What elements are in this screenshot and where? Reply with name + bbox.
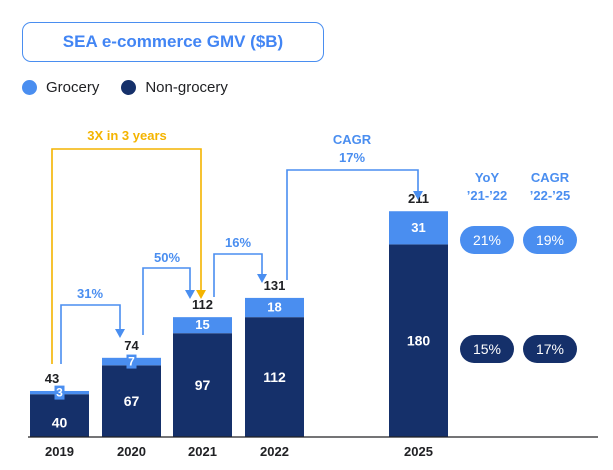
bar-grocery-2022 — [245, 297, 304, 318]
bar-nongrocery-2022 — [245, 317, 304, 437]
x-tick-labels: 2019 2020 2021 2022 2025 — [45, 444, 433, 459]
annotation-31pct: 31% — [77, 286, 103, 301]
arrowhead-2021-2022 — [257, 274, 267, 283]
side-header-yoy-range: ’21-’22 — [467, 188, 507, 203]
side-header-yoy: YoY — [475, 170, 500, 185]
side-header-cagr-range: ’22-’25 — [530, 188, 570, 203]
pill-grocery-cagr-label: 19% — [536, 232, 564, 248]
label-bg-grocery-2020 — [126, 354, 137, 369]
label-total-2020: 74 — [124, 338, 139, 353]
chart-title: SEA e-commerce GMV ($B) — [22, 22, 324, 62]
arrowhead-cagr — [413, 191, 423, 200]
bar-grocery-2021 — [173, 317, 232, 334]
legend: Grocery Non-grocery — [22, 79, 250, 96]
label-grocery-2020: 7 — [128, 355, 135, 369]
label-grocery-2025: 31 — [411, 220, 425, 235]
side-header-cagr: CAGR — [531, 170, 570, 185]
arrow-2020-2021 — [142, 267, 191, 335]
arrow-3x — [51, 148, 202, 364]
label-total-2019: 43 — [45, 371, 59, 386]
pill-nongrocery-yoy — [460, 335, 514, 363]
x-tick-2022: 2022 — [260, 444, 289, 459]
legend-item-non-grocery: Non-grocery — [121, 79, 228, 96]
pill-grocery-yoy-label: 21% — [473, 232, 501, 248]
arrow-cagr — [286, 169, 419, 280]
label-grocery-2019: 3 — [56, 386, 63, 400]
arrowhead-2019-2020 — [115, 329, 125, 338]
legend-swatch-non-grocery — [121, 80, 137, 95]
label-grocery-2021: 15 — [195, 317, 209, 332]
arrow-2021-2022 — [213, 253, 263, 297]
arrowhead-3x — [196, 290, 206, 299]
x-tick-2020: 2020 — [117, 444, 146, 459]
legend-label-non-grocery: Non-grocery — [145, 79, 228, 96]
legend-item-grocery: Grocery — [22, 79, 99, 96]
legend-swatch-grocery — [22, 80, 37, 95]
label-nongrocery-2022: 112 — [263, 369, 286, 385]
label-total-2021: 112 — [192, 297, 213, 312]
label-nongrocery-2021: 97 — [195, 377, 211, 393]
pill-grocery-cagr — [523, 226, 577, 254]
x-tick-2025: 2025 — [404, 444, 433, 459]
pill-nongrocery-cagr — [523, 335, 577, 363]
annotation-50pct: 50% — [154, 250, 180, 265]
label-nongrocery-2020: 67 — [124, 393, 140, 409]
x-tick-2019: 2019 — [45, 444, 74, 459]
pill-nongrocery-yoy-label: 15% — [473, 341, 501, 357]
bar-nongrocery-2025 — [389, 244, 448, 437]
annotation-cagr-value: 17% — [339, 150, 365, 165]
annotation-3x: 3X in 3 years — [87, 128, 167, 143]
annotation-16pct: 16% — [225, 235, 251, 250]
label-grocery-2022: 18 — [267, 300, 281, 315]
bars-group: 403436777497151121121813118031211 — [30, 191, 448, 437]
x-tick-2021: 2021 — [188, 444, 217, 459]
pill-grocery-yoy — [460, 226, 514, 254]
arrowhead-2020-2021 — [185, 290, 195, 299]
pill-nongrocery-cagr-label: 17% — [536, 341, 564, 357]
annotation-cagr-label: CAGR — [333, 132, 372, 147]
bar-nongrocery-2021 — [173, 333, 232, 437]
bar-nongrocery-2020 — [102, 365, 161, 437]
legend-label-grocery: Grocery — [46, 79, 100, 96]
label-bg-grocery-2019 — [54, 385, 65, 400]
label-nongrocery-2025: 180 — [407, 333, 431, 349]
bar-grocery-2025 — [389, 211, 448, 245]
label-total-2022: 131 — [264, 278, 286, 293]
bar-nongrocery-2019 — [30, 394, 89, 437]
arrow-2019-2020 — [60, 304, 121, 364]
label-nongrocery-2019: 40 — [52, 415, 68, 431]
